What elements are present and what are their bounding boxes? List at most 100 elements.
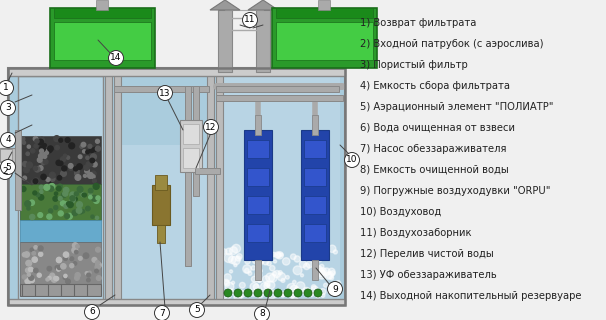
Text: 6: 6 xyxy=(89,308,95,316)
Circle shape xyxy=(27,145,30,148)
Circle shape xyxy=(299,260,307,268)
Bar xyxy=(304,224,326,242)
Circle shape xyxy=(95,265,100,269)
Circle shape xyxy=(26,262,30,266)
Circle shape xyxy=(227,289,234,295)
Text: 8: 8 xyxy=(259,309,265,318)
Circle shape xyxy=(295,287,298,290)
Circle shape xyxy=(61,193,66,197)
Circle shape xyxy=(92,175,95,179)
Circle shape xyxy=(234,264,237,267)
Circle shape xyxy=(271,252,276,257)
Circle shape xyxy=(263,252,270,259)
Circle shape xyxy=(262,276,269,283)
Circle shape xyxy=(293,280,296,284)
Circle shape xyxy=(85,169,89,173)
Circle shape xyxy=(65,279,70,284)
Circle shape xyxy=(56,257,62,263)
Circle shape xyxy=(323,268,330,276)
Circle shape xyxy=(224,281,230,286)
Circle shape xyxy=(83,193,87,197)
Circle shape xyxy=(90,154,96,160)
Circle shape xyxy=(47,214,50,218)
Circle shape xyxy=(70,257,74,260)
Circle shape xyxy=(317,256,322,262)
Circle shape xyxy=(39,137,44,142)
Circle shape xyxy=(91,171,96,176)
Circle shape xyxy=(265,273,275,282)
Text: 2) Входной патрубок (с аэрослива): 2) Входной патрубок (с аэрослива) xyxy=(360,39,544,49)
Circle shape xyxy=(86,162,92,167)
Circle shape xyxy=(22,162,28,166)
Circle shape xyxy=(87,273,90,277)
Bar xyxy=(20,136,101,184)
Circle shape xyxy=(55,266,59,269)
Circle shape xyxy=(248,271,252,276)
Circle shape xyxy=(282,258,290,265)
Circle shape xyxy=(278,271,282,275)
Circle shape xyxy=(334,290,339,296)
Circle shape xyxy=(53,196,58,201)
Circle shape xyxy=(38,195,44,200)
Circle shape xyxy=(253,259,257,263)
Circle shape xyxy=(64,204,68,208)
Circle shape xyxy=(220,291,228,299)
Circle shape xyxy=(96,247,101,252)
Circle shape xyxy=(20,137,25,141)
Bar xyxy=(183,124,199,144)
Circle shape xyxy=(23,176,27,180)
Bar xyxy=(247,140,269,158)
Bar xyxy=(216,86,339,92)
Text: 10: 10 xyxy=(346,156,358,164)
Circle shape xyxy=(88,196,92,199)
Circle shape xyxy=(306,261,313,268)
Text: 7) Насос обеззараживателя: 7) Насос обеззараживателя xyxy=(360,144,507,154)
Circle shape xyxy=(50,172,55,178)
Circle shape xyxy=(22,275,27,279)
Circle shape xyxy=(76,208,82,213)
Circle shape xyxy=(243,265,251,273)
Bar xyxy=(54,8,151,18)
Circle shape xyxy=(256,276,261,282)
Circle shape xyxy=(88,188,93,193)
Bar xyxy=(255,260,261,280)
Circle shape xyxy=(232,244,241,253)
Circle shape xyxy=(250,292,255,296)
Circle shape xyxy=(75,250,78,254)
Circle shape xyxy=(90,163,93,166)
Circle shape xyxy=(281,292,285,296)
Circle shape xyxy=(31,149,35,153)
Circle shape xyxy=(316,293,321,298)
Bar xyxy=(20,242,101,284)
Circle shape xyxy=(55,192,58,195)
Circle shape xyxy=(75,172,79,176)
Text: 11: 11 xyxy=(244,15,256,25)
Circle shape xyxy=(32,180,35,184)
Circle shape xyxy=(28,267,33,272)
Circle shape xyxy=(253,284,259,290)
Circle shape xyxy=(335,281,341,286)
Circle shape xyxy=(78,155,82,158)
Circle shape xyxy=(75,276,79,280)
Circle shape xyxy=(29,276,33,280)
Circle shape xyxy=(261,283,268,291)
Circle shape xyxy=(270,266,275,271)
Circle shape xyxy=(22,252,27,257)
Circle shape xyxy=(33,137,38,141)
Polygon shape xyxy=(248,0,278,10)
Text: 13: 13 xyxy=(159,89,171,98)
Bar xyxy=(183,148,199,168)
Circle shape xyxy=(262,244,270,253)
Circle shape xyxy=(32,252,36,255)
Circle shape xyxy=(63,191,68,196)
Circle shape xyxy=(190,302,204,317)
Circle shape xyxy=(224,279,229,284)
Circle shape xyxy=(52,277,57,282)
Bar xyxy=(244,130,272,260)
Circle shape xyxy=(47,267,52,271)
Circle shape xyxy=(96,262,101,268)
Circle shape xyxy=(27,163,31,167)
Circle shape xyxy=(269,274,277,282)
Circle shape xyxy=(344,153,359,167)
Circle shape xyxy=(82,193,85,197)
